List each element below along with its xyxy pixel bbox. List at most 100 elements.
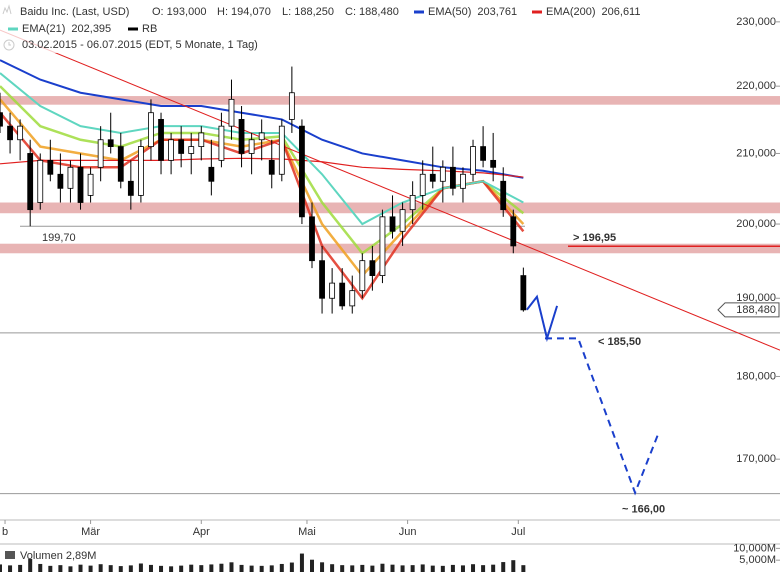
candle-body bbox=[57, 173, 64, 189]
ohlc-label: L: 188,250 bbox=[282, 6, 334, 18]
candle-body bbox=[248, 139, 255, 154]
x-tick-label: Jul bbox=[511, 526, 525, 538]
candle-body bbox=[349, 290, 356, 307]
candle-body bbox=[399, 209, 406, 232]
candle-body bbox=[37, 159, 44, 203]
volume-bar bbox=[501, 562, 506, 572]
volume-bar bbox=[199, 565, 204, 572]
volume-bar bbox=[340, 565, 345, 572]
candle-body bbox=[77, 166, 84, 203]
legend-name: EMA(50) bbox=[428, 6, 471, 18]
volume-bar bbox=[58, 565, 63, 572]
volume-bar bbox=[310, 559, 314, 572]
volume-bar bbox=[320, 562, 325, 572]
candle-body bbox=[117, 146, 124, 182]
header-bg bbox=[0, 3, 660, 53]
volume-tick-label: 10,000M bbox=[733, 542, 776, 554]
x-tick-label: b bbox=[2, 526, 8, 538]
legend-name: RB bbox=[142, 23, 157, 35]
volume-bar bbox=[189, 564, 194, 572]
candle-body bbox=[87, 173, 94, 196]
candle-body bbox=[500, 180, 507, 211]
volume-bar bbox=[370, 565, 375, 572]
candle-body bbox=[460, 173, 466, 189]
candle-body bbox=[17, 125, 24, 141]
volume-bar bbox=[78, 564, 83, 572]
ohlc-label: H: 194,070 bbox=[217, 6, 271, 18]
ema-line bbox=[0, 59, 524, 179]
volume-bar bbox=[350, 565, 355, 572]
volume-bar bbox=[491, 564, 496, 572]
y-tick-label: 190,000 bbox=[736, 292, 776, 304]
candle-body bbox=[339, 282, 346, 307]
candle-body bbox=[188, 146, 195, 154]
volume-bar bbox=[460, 565, 465, 572]
candle-body bbox=[278, 125, 285, 175]
legend-name: EMA(21) bbox=[22, 23, 65, 35]
candle-body bbox=[268, 159, 275, 175]
volume-bar bbox=[450, 564, 455, 572]
volume-bar bbox=[259, 565, 264, 572]
volume-bar bbox=[360, 564, 365, 572]
volume-bar bbox=[128, 565, 133, 572]
candle-body bbox=[208, 166, 215, 182]
volume-bar bbox=[48, 565, 53, 572]
ohlc-label: O: 193,000 bbox=[152, 6, 206, 18]
volume-bar bbox=[8, 565, 13, 572]
volume-bar bbox=[440, 565, 445, 572]
last-price-box bbox=[717, 302, 780, 318]
x-tick-label: Apr bbox=[193, 526, 210, 538]
resistance-zone bbox=[0, 243, 780, 254]
level-label: < 185,50 bbox=[598, 336, 641, 348]
volume-bar bbox=[138, 563, 143, 572]
candle-body bbox=[379, 216, 386, 276]
volume-bar bbox=[511, 560, 516, 572]
forecast-dashed bbox=[544, 337, 660, 496]
candle-body bbox=[178, 139, 185, 154]
candle-body bbox=[198, 132, 205, 147]
volume-bar bbox=[521, 565, 526, 572]
candle-body bbox=[309, 216, 315, 262]
candle-body bbox=[319, 260, 325, 299]
candle-body bbox=[138, 146, 144, 196]
volume-bar bbox=[289, 562, 294, 572]
legend-value: 206,611 bbox=[602, 6, 641, 18]
volume-bar bbox=[159, 565, 164, 572]
candle-body bbox=[520, 275, 527, 311]
candle-body bbox=[67, 166, 74, 189]
volume-bar bbox=[400, 565, 405, 572]
volume-bar bbox=[471, 564, 476, 572]
candle-body bbox=[329, 282, 336, 299]
candle-body bbox=[470, 146, 476, 175]
x-tick-label: Mai bbox=[298, 526, 316, 538]
volume-bar bbox=[209, 564, 214, 572]
volume-bar bbox=[108, 565, 113, 572]
last-price-label: 188,480 bbox=[736, 304, 776, 316]
volume-bar bbox=[430, 565, 435, 572]
candle-body bbox=[218, 125, 225, 161]
y-tick-label: 170,000 bbox=[736, 453, 776, 465]
volume-bar bbox=[279, 563, 284, 572]
volume-label: Volumen 2,89M bbox=[20, 550, 96, 562]
candle-body bbox=[97, 139, 104, 168]
volume-bar bbox=[0, 564, 2, 572]
candle-body bbox=[409, 194, 416, 211]
candle-body bbox=[429, 173, 436, 182]
candle-body bbox=[258, 132, 265, 141]
volume-bar bbox=[330, 564, 335, 572]
volume-bar bbox=[420, 564, 425, 572]
candle-body bbox=[238, 119, 245, 154]
level-label: 199,70 bbox=[42, 232, 76, 244]
volume-bar bbox=[98, 564, 103, 572]
candle-body bbox=[228, 98, 235, 127]
candle-body bbox=[148, 112, 154, 147]
candle-body bbox=[47, 159, 54, 175]
candle-body bbox=[158, 119, 164, 161]
volume-bar bbox=[38, 563, 43, 572]
volume-bar bbox=[179, 565, 184, 572]
x-tick-label: Jun bbox=[399, 526, 417, 538]
volume-bar bbox=[239, 564, 244, 572]
candle-body bbox=[389, 216, 396, 232]
